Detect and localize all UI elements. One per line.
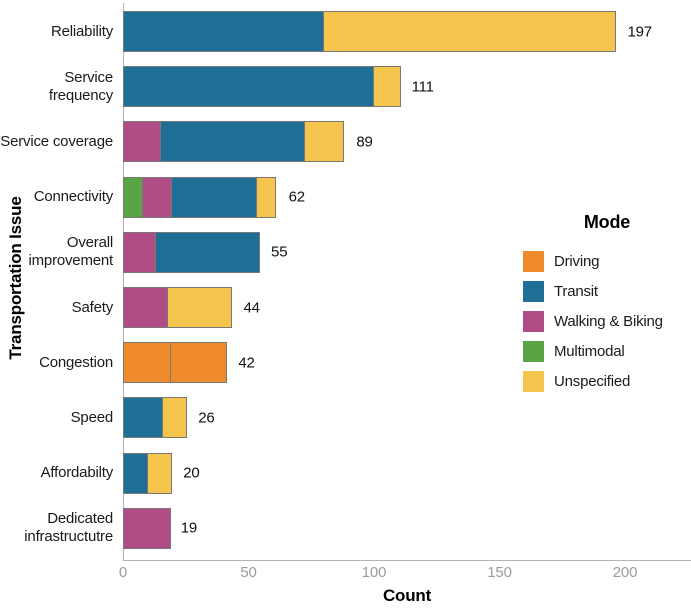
value-label: 111 bbox=[411, 78, 434, 96]
legend-item-transit: Transit bbox=[523, 276, 691, 306]
bar-reliability bbox=[123, 11, 617, 52]
bar-segment-walking-biking bbox=[123, 286, 169, 328]
bar-segment-unspecified bbox=[322, 11, 617, 52]
legend: Mode Driving Transit Walking & Biking Multi… bbox=[523, 212, 691, 396]
bar-segment-walking-biking bbox=[123, 121, 161, 163]
chart-row: Service coverage 89 bbox=[0, 114, 691, 169]
bar-segment-unspecified bbox=[162, 397, 188, 439]
bar-segment-unspecified bbox=[304, 121, 345, 163]
category-label: Connectivity bbox=[33, 188, 114, 206]
bar-segment-driving bbox=[123, 342, 171, 384]
bar-segment-transit bbox=[123, 66, 374, 108]
x-axis-title: Count bbox=[382, 586, 432, 605]
legend-item-label: Unspecified bbox=[554, 372, 631, 390]
bar-segment-unspecified bbox=[147, 452, 173, 494]
legend-item-label: Walking & Biking bbox=[554, 312, 663, 330]
chart-row: Connectivity 62 bbox=[0, 170, 691, 225]
x-tick-label: 100 bbox=[361, 564, 387, 581]
bar-service-coverage bbox=[123, 121, 345, 163]
bar-speed bbox=[123, 397, 188, 439]
bar-dedicated-infrastructutre bbox=[123, 507, 171, 549]
chart-row: Service frequency 111 bbox=[0, 59, 691, 114]
legend-swatch-multimodal bbox=[523, 340, 544, 362]
legend-swatch-transit bbox=[523, 280, 544, 302]
x-tick-label: 50 bbox=[240, 564, 257, 581]
legend-item-multimodal: Multimodal bbox=[523, 336, 691, 366]
x-axis-line bbox=[123, 560, 691, 561]
value-label: 19 bbox=[180, 519, 198, 537]
bar-segment-transit bbox=[123, 397, 164, 439]
x-tick-label: 0 bbox=[118, 564, 128, 581]
chart-row: Congestion 42 bbox=[0, 335, 691, 390]
bar-segment-transit bbox=[159, 121, 306, 163]
x-tick-label: 150 bbox=[487, 564, 512, 581]
legend-items: Driving Transit Walking & Biking Multimodal… bbox=[523, 246, 691, 396]
value-label: 20 bbox=[183, 464, 200, 482]
legend-item-label: Driving bbox=[554, 252, 600, 270]
bar-affordabilty bbox=[123, 452, 173, 494]
bar-segment-driving bbox=[169, 342, 228, 384]
category-label: Service frequency bbox=[48, 68, 113, 104]
bar-overall-improvement bbox=[123, 231, 261, 273]
bar-segment-transit bbox=[123, 452, 149, 494]
value-label: 55 bbox=[271, 243, 288, 261]
legend-item-walking-biking: Walking & Biking bbox=[523, 306, 691, 336]
plot-area: Reliability 197 Service frequency 111 Servic… bbox=[0, 4, 691, 556]
value-label: 42 bbox=[238, 354, 255, 372]
bar-segment-unspecified bbox=[167, 286, 233, 328]
bar-segment-unspecified bbox=[373, 66, 401, 108]
category-label: Speed bbox=[70, 408, 114, 426]
bar-connectivity bbox=[123, 176, 276, 218]
legend-swatch-walking-biking bbox=[523, 310, 544, 332]
y-axis-line bbox=[123, 3, 124, 561]
bar-congestion bbox=[123, 342, 228, 384]
category-label: Affordabilty bbox=[40, 464, 114, 482]
bar-segment-walking-biking bbox=[123, 231, 156, 273]
chart-row: Affordabilty 20 bbox=[0, 446, 691, 501]
bar-segment-unspecified bbox=[255, 176, 276, 218]
legend-item-unspecified: Unspecified bbox=[523, 366, 691, 396]
category-label: Reliability bbox=[51, 22, 113, 40]
value-label: 44 bbox=[243, 299, 260, 317]
value-label: 197 bbox=[627, 23, 652, 41]
bar-safety bbox=[123, 286, 233, 328]
bar-segment-walking-biking bbox=[123, 507, 171, 549]
value-label: 89 bbox=[356, 133, 373, 151]
chart-row: Dedicated infrastructutre 19 bbox=[0, 501, 691, 556]
category-label: Overall improvement bbox=[28, 234, 114, 270]
bar-segment-transit bbox=[171, 176, 257, 218]
legend-title: Mode bbox=[583, 212, 631, 232]
category-label: Safety bbox=[71, 298, 114, 316]
bar-service-frequency bbox=[123, 66, 401, 108]
category-label: Congestion bbox=[39, 353, 113, 371]
chart-row: Reliability 197 bbox=[0, 4, 691, 59]
bar-segment-transit bbox=[123, 11, 324, 52]
legend-swatch-driving bbox=[523, 250, 544, 272]
legend-item-label: Multimodal bbox=[554, 342, 625, 360]
bar-segment-walking-biking bbox=[142, 176, 173, 218]
chart-row: Overall improvement 55 bbox=[0, 225, 691, 280]
chart-row: Safety 44 bbox=[0, 280, 691, 335]
value-label: 26 bbox=[198, 409, 215, 427]
category-label: Dedicated infrastructutre bbox=[24, 510, 113, 546]
bar-segment-multimodal bbox=[123, 176, 144, 218]
bar-segment-transit bbox=[154, 231, 261, 273]
legend-item-driving: Driving bbox=[523, 246, 691, 276]
chart-row: Speed 26 bbox=[0, 390, 691, 445]
category-label: Service coverage bbox=[0, 132, 113, 150]
value-label: 62 bbox=[288, 188, 306, 206]
x-tick-label: 200 bbox=[612, 564, 638, 581]
legend-item-label: Transit bbox=[554, 282, 598, 300]
legend-swatch-unspecified bbox=[523, 370, 544, 392]
